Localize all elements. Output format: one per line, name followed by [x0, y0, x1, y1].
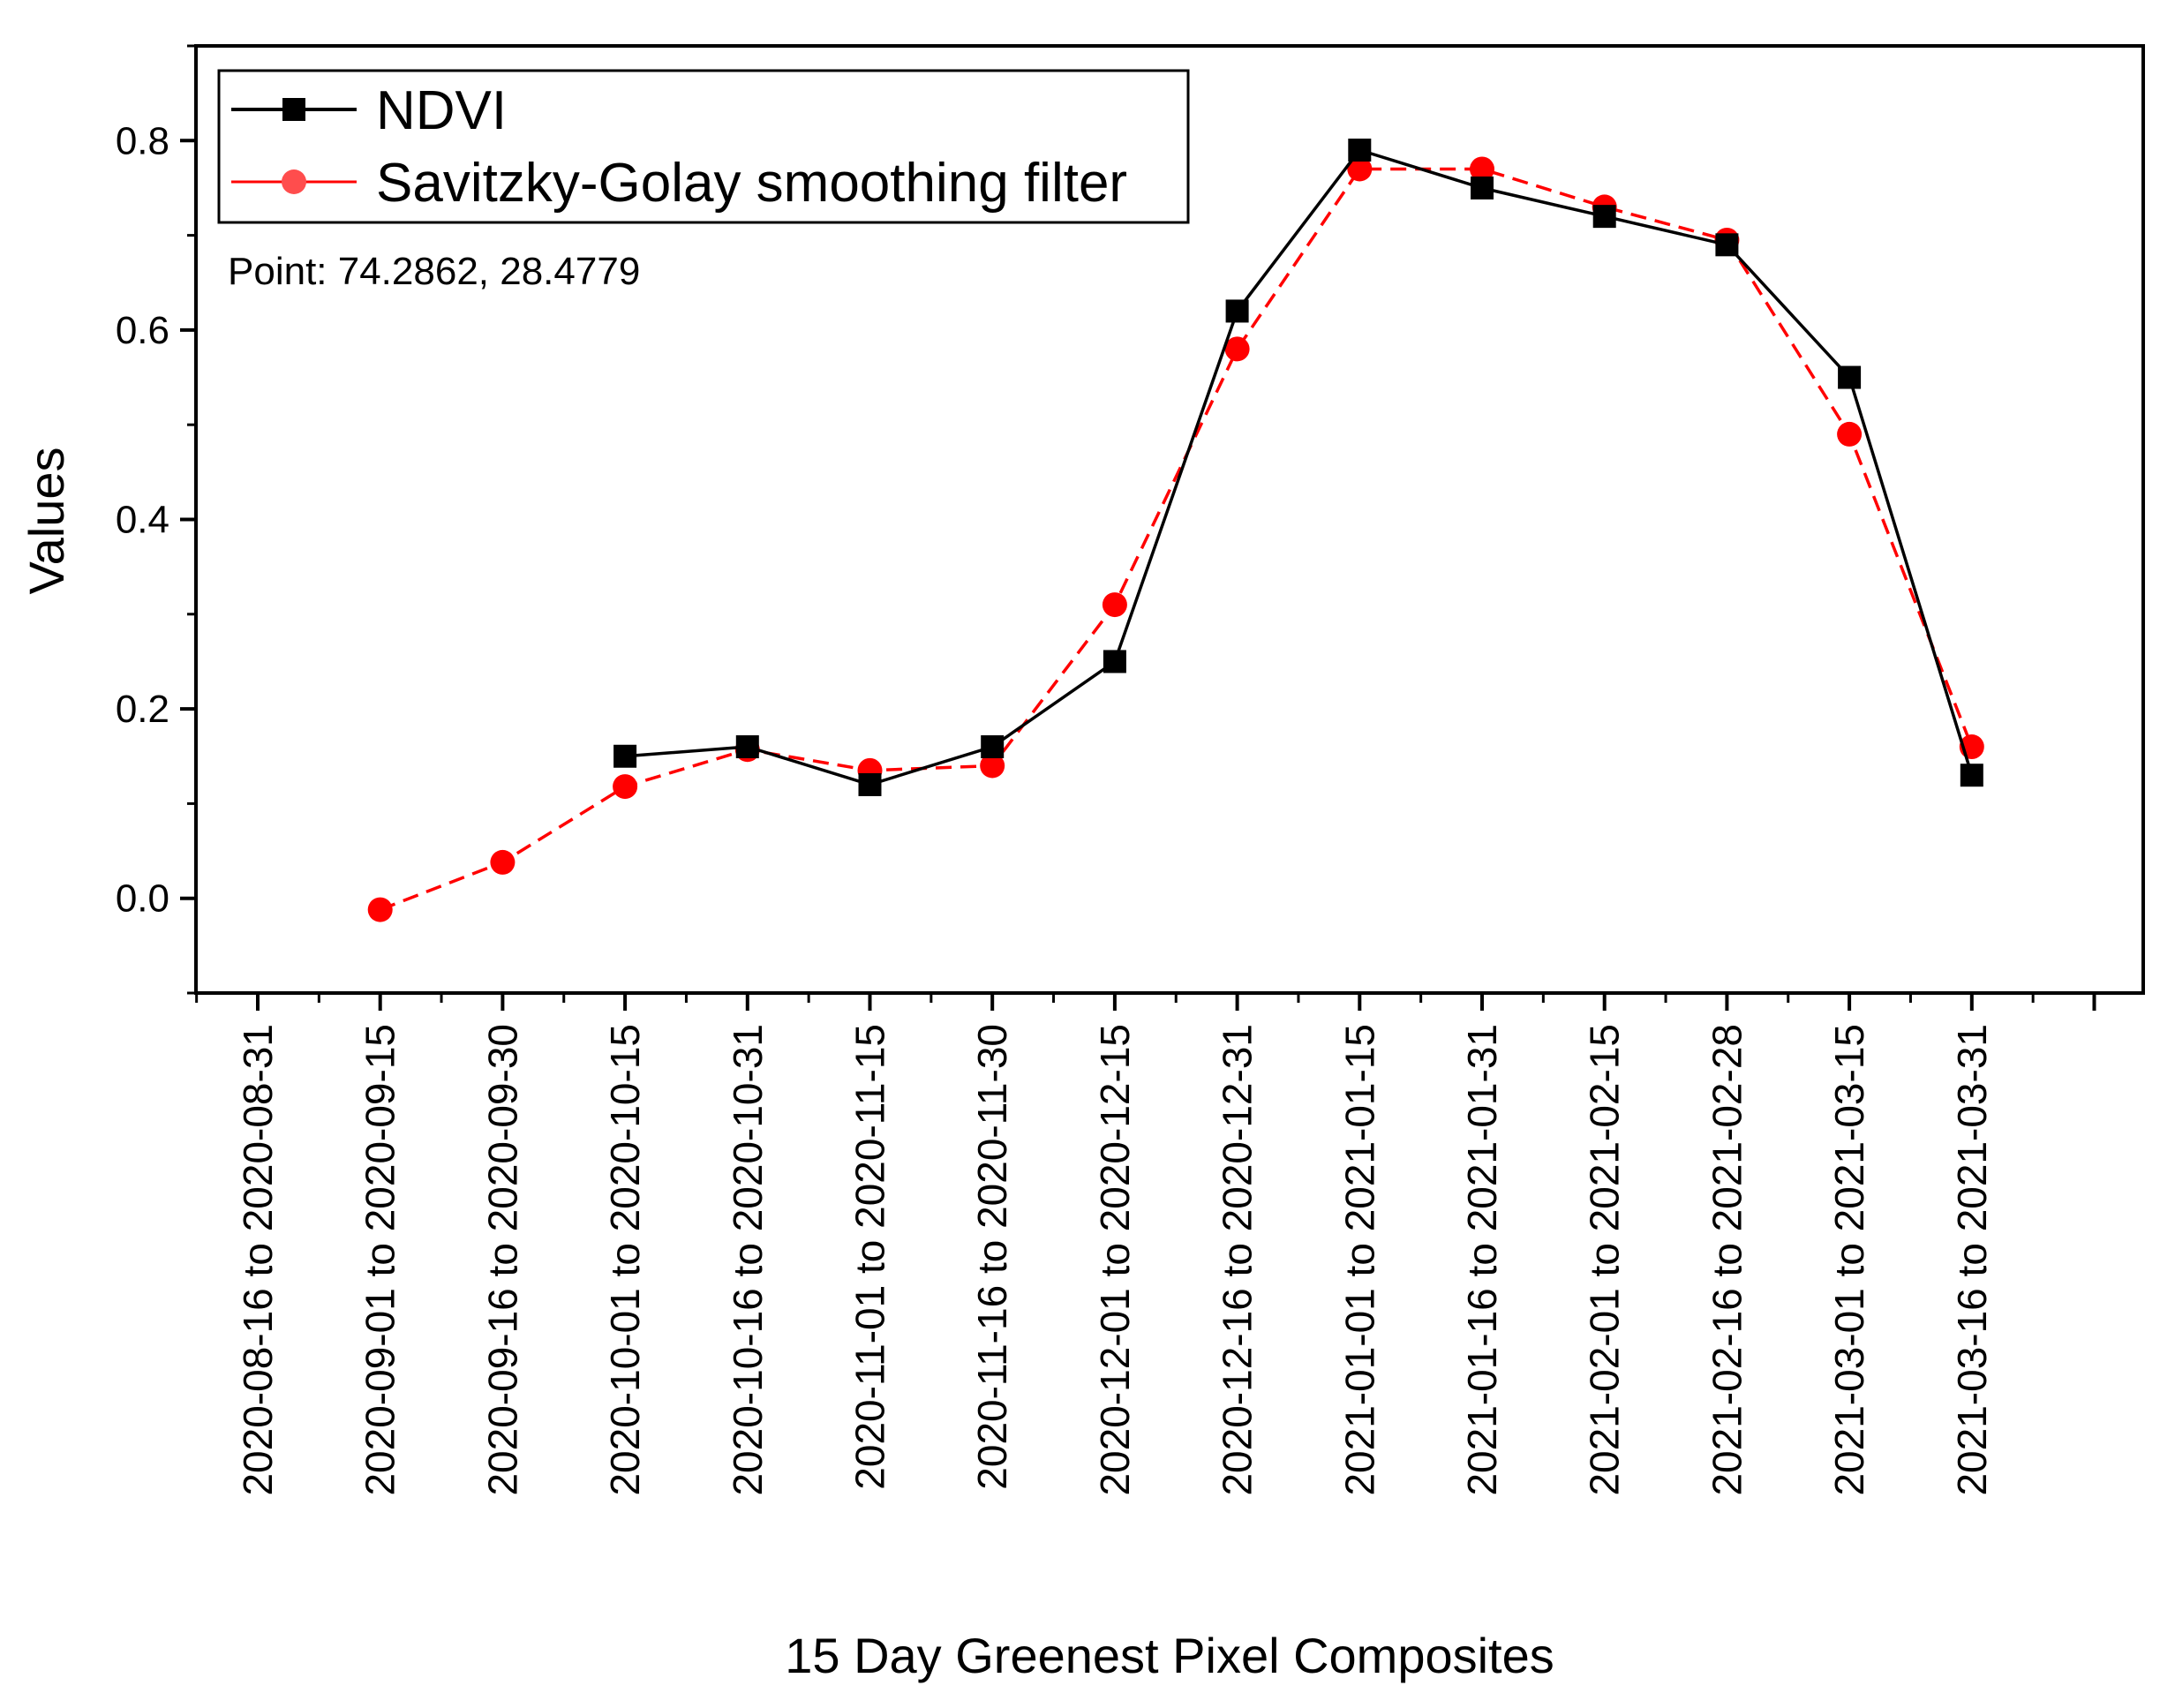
sg-point [367, 897, 393, 922]
x-tick-label: 2020-11-01 to 2020-11-15 [847, 1024, 893, 1490]
ndvi-point [1225, 299, 1249, 323]
x-tick-label: 2020-12-01 to 2020-12-15 [1092, 1024, 1138, 1496]
x-tick-label: 2021-01-01 to 2021-01-15 [1336, 1024, 1382, 1496]
ndvi-point [1715, 233, 1739, 257]
sg-series-line [380, 167, 1974, 912]
x-tick-label: 2021-02-01 to 2021-02-15 [1582, 1024, 1628, 1496]
legend-ndvi-label: NDVI [376, 80, 507, 141]
ndvi-point [858, 772, 882, 796]
x-tick-label: 2020-09-01 to 2020-09-15 [357, 1024, 403, 1496]
x-tick-label: 2021-01-16 to 2021-01-31 [1459, 1024, 1505, 1496]
x-tick-label: 2020-12-16 to 2020-12-31 [1215, 1024, 1261, 1496]
sg-point [1224, 336, 1250, 362]
legend-ndvi-marker [282, 98, 305, 121]
x-tick-label: 2021-03-16 to 2021-03-31 [1949, 1024, 1995, 1496]
sg-point [613, 774, 638, 800]
point-annotation: Point: 74.2862, 28.4779 [228, 250, 640, 293]
x-axis-title: 15 Day Greenest Pixel Composites [785, 1628, 1554, 1683]
legend-sg-marker [282, 169, 306, 194]
y-tick-label: 0.2 [116, 688, 169, 731]
sg-point [1347, 156, 1373, 182]
sg-point [1102, 592, 1127, 618]
sg-point [1837, 421, 1863, 447]
legend-sg-label: Savitzky-Golay smoothing filter [376, 153, 1127, 214]
x-tick-label: 2020-08-16 to 2020-08-31 [235, 1024, 281, 1496]
ndvi-point [1471, 176, 1494, 199]
y-tick-labels: 0.0 0.2 0.4 0.6 0.8 [116, 119, 169, 920]
ndvi-point [1103, 650, 1126, 673]
ndvi-point [613, 744, 637, 768]
x-tick-label: 2021-02-16 to 2021-02-28 [1704, 1024, 1750, 1496]
ndvi-series-line [624, 147, 1974, 786]
axes-ticks [180, 44, 2096, 1011]
sg-point [980, 753, 1005, 779]
ndvi-point [1960, 764, 1983, 787]
x-tick-label: 2020-10-01 to 2020-10-15 [602, 1024, 648, 1496]
ndvi-point [1838, 365, 1862, 389]
ndvi-point [1348, 139, 1372, 162]
legend: NDVI Savitzky-Golay smoothing filter [217, 69, 1190, 224]
y-tick-label: 0.0 [116, 877, 169, 921]
plot-frame [194, 44, 2145, 995]
x-tick-label: 2020-11-16 to 2020-11-30 [969, 1024, 1015, 1490]
ndvi-point [1592, 205, 1616, 229]
x-tick-label: 2021-03-01 to 2021-03-15 [1826, 1024, 1872, 1496]
sg-point [1470, 156, 1494, 182]
x-tick-label: 2020-09-16 to 2020-09-30 [479, 1024, 525, 1496]
x-tick-labels: 2020-08-16 to 2020-08-31 2020-09-01 to 20… [235, 1024, 1995, 1496]
x-tick-label: 2020-10-16 to 2020-10-31 [725, 1024, 771, 1496]
sg-point [490, 849, 516, 875]
ndvi-point [735, 735, 759, 759]
y-axis-title: Values [19, 447, 74, 594]
y-tick-label: 0.6 [116, 309, 169, 352]
series-layer [367, 139, 1984, 922]
ndvi-point [981, 735, 1005, 759]
legend-box [217, 69, 1190, 224]
y-tick-label: 0.8 [116, 119, 169, 162]
y-tick-label: 0.4 [116, 499, 169, 542]
